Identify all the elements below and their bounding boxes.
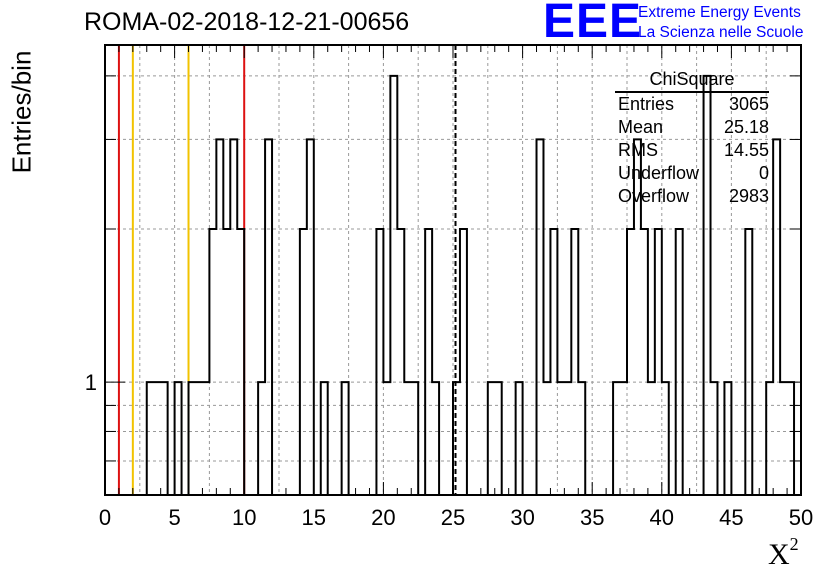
x-tick-label: 45 [719, 505, 743, 530]
histogram-bin [711, 382, 718, 495]
histogram-bin [543, 382, 550, 495]
x-tick-label: 25 [441, 505, 465, 530]
histogram-bin [383, 382, 390, 495]
axis-ticks: 0 5 10 15 20 25 30 35 40 45 50 1 [85, 45, 813, 530]
histogram-bin [404, 382, 411, 495]
x-tick-label: 50 [789, 505, 813, 530]
histogram-bin [613, 382, 620, 495]
stats-value: 25.18 [723, 117, 769, 137]
logo-line-1: Extreme Energy Events [638, 4, 801, 21]
histogram-bin [460, 229, 467, 495]
stats-value: 14.55 [723, 140, 769, 160]
y-axis-label: Entries/bin [6, 50, 37, 174]
histogram-bin [495, 382, 502, 495]
histogram-bin [307, 139, 314, 495]
histogram-bin [425, 229, 432, 495]
histogram-bin [564, 382, 571, 495]
stats-box: ChiSquare Entries 3065 Mean 25.18 RMS 14.55… [611, 67, 779, 208]
histogram-bin [620, 382, 627, 495]
histogram-bin [488, 382, 495, 495]
stats-label: Overflow [618, 186, 690, 206]
histogram-bin [537, 139, 544, 495]
histogram-bin [655, 229, 662, 495]
histogram-bin [265, 139, 272, 495]
histogram-bin [627, 229, 634, 495]
histogram-bin [648, 382, 655, 495]
x-tick-label: 10 [232, 505, 256, 530]
x-tick-label: 20 [371, 505, 395, 530]
histogram-bin [202, 382, 209, 495]
histogram-bin [154, 382, 161, 495]
stats-row-entries: Entries 3065 [611, 93, 779, 116]
x-axis-label-base: X [768, 538, 790, 571]
histogram-bin [321, 382, 328, 495]
histogram-bin [147, 382, 154, 495]
x-tick-label: 30 [510, 505, 534, 530]
histogram-bin [223, 229, 230, 495]
stats-label: RMS [618, 140, 658, 160]
histogram-bin [662, 382, 669, 495]
histogram-bin [397, 229, 404, 495]
stats-row-underflow: Underflow 0 [611, 162, 779, 185]
x-tick-label: 15 [302, 505, 326, 530]
stats-value: 3065 [728, 94, 769, 114]
histogram-bin [550, 229, 557, 495]
histogram-bin [578, 382, 585, 495]
histogram-bin [342, 382, 349, 495]
eee-logo: EEE [543, 0, 643, 48]
histogram-bin [557, 382, 564, 495]
histogram-bin [787, 382, 794, 495]
x-tick-label: 0 [99, 505, 111, 530]
y-tick-label: 1 [85, 370, 97, 395]
histogram-bin [300, 229, 307, 495]
histogram-bin [189, 382, 196, 495]
stats-row-overflow: Overflow 2983 [611, 185, 779, 208]
logo-line-2: La Scienza nelle Scuole [638, 24, 804, 41]
histogram-bin [641, 229, 648, 495]
histogram-bin [175, 382, 182, 495]
histogram-bin [258, 382, 265, 495]
histogram-bin [432, 382, 439, 495]
histogram-bin [516, 382, 523, 495]
histogram-bin [376, 229, 383, 495]
histogram-bin [453, 382, 460, 495]
histogram-bin [216, 139, 223, 495]
stats-box-title: ChiSquare [615, 67, 769, 93]
stats-value: 0 [758, 163, 769, 183]
histogram-bin [676, 229, 683, 495]
histogram-bin [766, 382, 773, 495]
histogram-bin [745, 229, 752, 495]
stats-label: Underflow [618, 163, 700, 183]
histogram-bin [237, 229, 244, 495]
histogram-title: ROMA-02-2018-12-21-00656 [84, 8, 410, 36]
histogram-bin [390, 76, 397, 495]
histogram-bin [209, 229, 216, 495]
histogram-bin [571, 229, 578, 495]
stats-label: Entries [618, 94, 675, 114]
stats-value: 2983 [728, 186, 769, 206]
histogram-bin [230, 139, 237, 495]
plot-frame [104, 44, 802, 496]
stats-row-rms: RMS 14.55 [611, 139, 779, 162]
histogram-bin [780, 382, 787, 495]
x-axis-label-exponent: 2 [789, 534, 799, 554]
histogram-bin [724, 382, 731, 495]
histogram-bin [195, 382, 202, 495]
x-tick-label: 40 [650, 505, 674, 530]
histogram-bin [161, 382, 168, 495]
stats-row-mean: Mean 25.18 [611, 116, 779, 139]
histogram-bin [411, 382, 418, 495]
stats-label: Mean [618, 117, 664, 137]
x-axis-label: X2 [768, 534, 799, 572]
x-tick-label: 35 [580, 505, 604, 530]
x-tick-label: 5 [168, 505, 180, 530]
